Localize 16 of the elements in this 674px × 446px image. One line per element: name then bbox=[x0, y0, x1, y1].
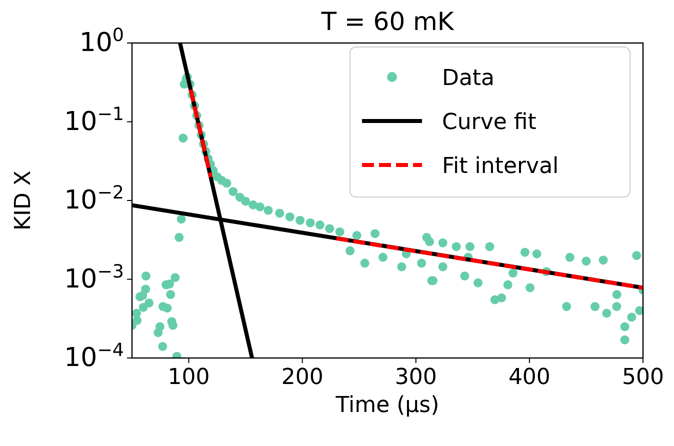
y-axis-title: KID X bbox=[11, 170, 36, 230]
y-tick-label: 10$^{−4}$ bbox=[64, 340, 124, 373]
x-tick-label: 400 bbox=[508, 365, 550, 390]
x-tick-label: 200 bbox=[281, 365, 324, 390]
legend-label: Data bbox=[442, 66, 495, 91]
y-tick-label: 10$^{0}$ bbox=[79, 24, 124, 58]
legend-label: Fit interval bbox=[442, 154, 559, 179]
x-tick-label: 100 bbox=[168, 365, 210, 390]
y-tick-label: 10$^{−2}$ bbox=[64, 182, 124, 216]
chart-title: T = 60 mK bbox=[320, 7, 454, 36]
x-tick-label: 500 bbox=[622, 365, 664, 390]
y-tick-label: 10$^{−1}$ bbox=[64, 103, 124, 137]
x-axis-title: Time (μs) bbox=[334, 393, 440, 418]
x-tick-label: 300 bbox=[394, 365, 437, 390]
y-tick-label: 10$^{−3}$ bbox=[64, 260, 124, 294]
legend-label: Curve fit bbox=[442, 110, 537, 135]
